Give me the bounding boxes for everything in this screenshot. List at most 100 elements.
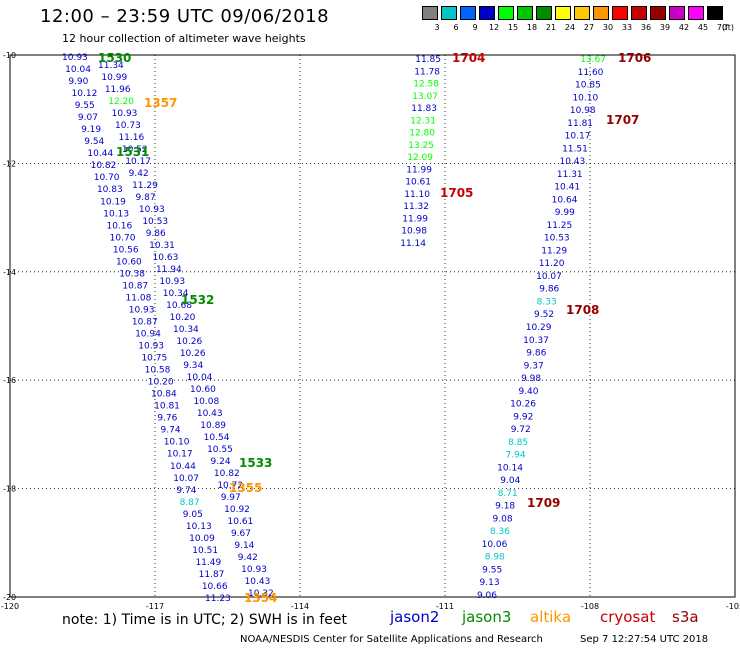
swh-label-track-d: 10.17 <box>565 132 591 142</box>
swh-label-track-a: 10.44 <box>170 462 196 472</box>
swh-label-track-a: 11.23 <box>205 594 231 604</box>
swh-label-track-d: 8.36 <box>490 527 510 537</box>
swh-label-track-d: 7.94 <box>506 451 526 461</box>
swh-label-track-d: 9.40 <box>518 387 538 397</box>
lon-tick-label: -111 <box>436 602 454 611</box>
swh-label-track-d: 9.86 <box>526 349 546 359</box>
swh-label-track-d: 9.06 <box>477 591 497 601</box>
swh-label-track-b: 10.82 <box>214 469 240 479</box>
swh-label-track-b: 10.32 <box>248 589 274 599</box>
swh-label-track-b: 10.63 <box>153 253 179 263</box>
swh-label-track-b: 9.42 <box>238 553 258 563</box>
swh-label-track-d: 11.25 <box>546 221 572 231</box>
swh-label-track-b: 11.16 <box>118 133 144 143</box>
colorbar-swatch <box>688 6 704 20</box>
swh-label-track-c: 11.99 <box>402 214 428 224</box>
swh-label-track-b: 10.53 <box>142 217 168 227</box>
map-frame <box>9 54 736 598</box>
swh-label-track-d: 13.67 <box>580 55 606 65</box>
swh-label-track-a: 10.04 <box>65 65 91 75</box>
colorbar-swatch <box>593 6 609 20</box>
swh-label-track-a: 10.94 <box>135 330 161 340</box>
swh-label-track-a: 9.55 <box>75 101 95 111</box>
swh-label-track-a: 8.87 <box>180 498 200 508</box>
swh-label-track-b: 9.87 <box>136 193 156 203</box>
credit-line: NOAA/NESDIS Center for Satellite Applica… <box>240 634 543 645</box>
swh-label-track-d: 10.85 <box>575 81 601 91</box>
swh-label-track-a: 10.87 <box>132 317 158 327</box>
swh-label-track-b: 9.24 <box>211 457 231 467</box>
swh-label-track-b: 10.55 <box>207 445 233 455</box>
swh-label-track-a: 9.74 <box>161 426 181 436</box>
swh-label-track-a: 11.49 <box>195 558 221 568</box>
swh-label-track-d: 10.98 <box>570 106 596 116</box>
colorbar-swatch <box>517 6 533 20</box>
swh-label-track-c: 11.32 <box>403 202 429 212</box>
swh-label-track-a: 9.74 <box>176 486 196 496</box>
pass-time-label: 1706 <box>618 51 651 65</box>
swh-label-track-d: 10.10 <box>572 93 598 103</box>
swh-label-track-b: 10.34 <box>163 289 189 299</box>
swh-label-track-d: 9.99 <box>555 208 575 218</box>
swh-label-track-b: 9.14 <box>234 541 254 551</box>
swh-label-track-a: 10.58 <box>145 366 171 376</box>
pass-time-label: 1709 <box>527 496 560 510</box>
swh-label-track-b: 9.67 <box>231 529 251 539</box>
colorbar-label: 21 <box>545 23 557 32</box>
swh-label-track-d: 11.51 <box>562 144 588 154</box>
swh-label-track-d: 10.06 <box>482 540 508 550</box>
swh-label-track-d: 11.81 <box>567 119 593 129</box>
colorbar-label: 30 <box>602 23 614 32</box>
swh-label-track-c: 12.31 <box>410 116 436 126</box>
swh-label-track-d: 10.14 <box>497 463 523 473</box>
map-subtitle: 12 hour collection of altimeter wave hei… <box>62 32 306 45</box>
colorbar-swatch <box>574 6 590 20</box>
pass-time-label: 1708 <box>566 303 599 317</box>
legend-cryosat: cryosat <box>600 608 656 626</box>
colorbar-label: 15 <box>507 23 519 32</box>
swh-label-track-d: 10.26 <box>510 400 536 410</box>
colorbar-swatch <box>555 6 571 20</box>
swh-label-track-b: 10.93 <box>241 565 267 575</box>
swh-label-track-a: 10.20 <box>148 378 174 388</box>
colorbar-label: 12 <box>488 23 500 32</box>
legend-altika: altika <box>530 608 572 626</box>
swh-label-track-d: 9.55 <box>482 565 502 575</box>
pass-time-label: 1707 <box>606 113 639 127</box>
swh-label-track-a: 9.54 <box>84 137 104 147</box>
swh-label-track-a: 9.05 <box>183 510 203 520</box>
swh-label-track-b: 10.17 <box>125 157 151 167</box>
swh-label-track-d: 9.18 <box>495 502 515 512</box>
swh-label-track-a: 10.82 <box>91 161 117 171</box>
swh-label-track-d: 11.31 <box>557 170 583 180</box>
colorbar-label: 27 <box>583 23 595 32</box>
swh-label-track-d: 9.98 <box>521 374 541 384</box>
swh-label-track-c: 11.10 <box>404 190 430 200</box>
colorbar-swatch <box>650 6 666 20</box>
swh-label-track-a: 10.60 <box>116 257 142 267</box>
swh-label-track-a: 9.90 <box>68 77 88 87</box>
swh-label-track-a: 10.93 <box>62 53 88 63</box>
colorbar-label: 36 <box>640 23 652 32</box>
pass-time-label: 1530 <box>98 51 131 65</box>
pass-time-label: 1533 <box>239 456 272 470</box>
swh-label-track-b: 10.61 <box>228 517 254 527</box>
lon-tick-label: -108 <box>581 602 599 611</box>
colorbar-swatch <box>498 6 514 20</box>
lat-tick-label: -16 <box>3 376 16 385</box>
lat-tick-label: -18 <box>3 485 16 494</box>
swh-label-track-a: 10.13 <box>103 209 129 219</box>
swh-label-track-d: 9.13 <box>480 578 500 588</box>
swh-label-track-d: 11.20 <box>539 259 565 269</box>
colorbar-label: 45 <box>697 23 709 32</box>
swh-label-track-d: 10.64 <box>552 195 578 205</box>
swh-label-track-a: 10.10 <box>164 438 190 448</box>
swh-label-track-d: 10.43 <box>559 157 585 167</box>
colorbar-label: 39 <box>659 23 671 32</box>
colorbar-swatch <box>422 6 438 20</box>
swh-label-track-a: 10.51 <box>192 546 218 556</box>
swh-label-track-d: 9.86 <box>539 285 559 295</box>
swh-label-track-c: 10.98 <box>401 227 427 237</box>
swh-label-track-b: 10.68 <box>166 301 192 311</box>
